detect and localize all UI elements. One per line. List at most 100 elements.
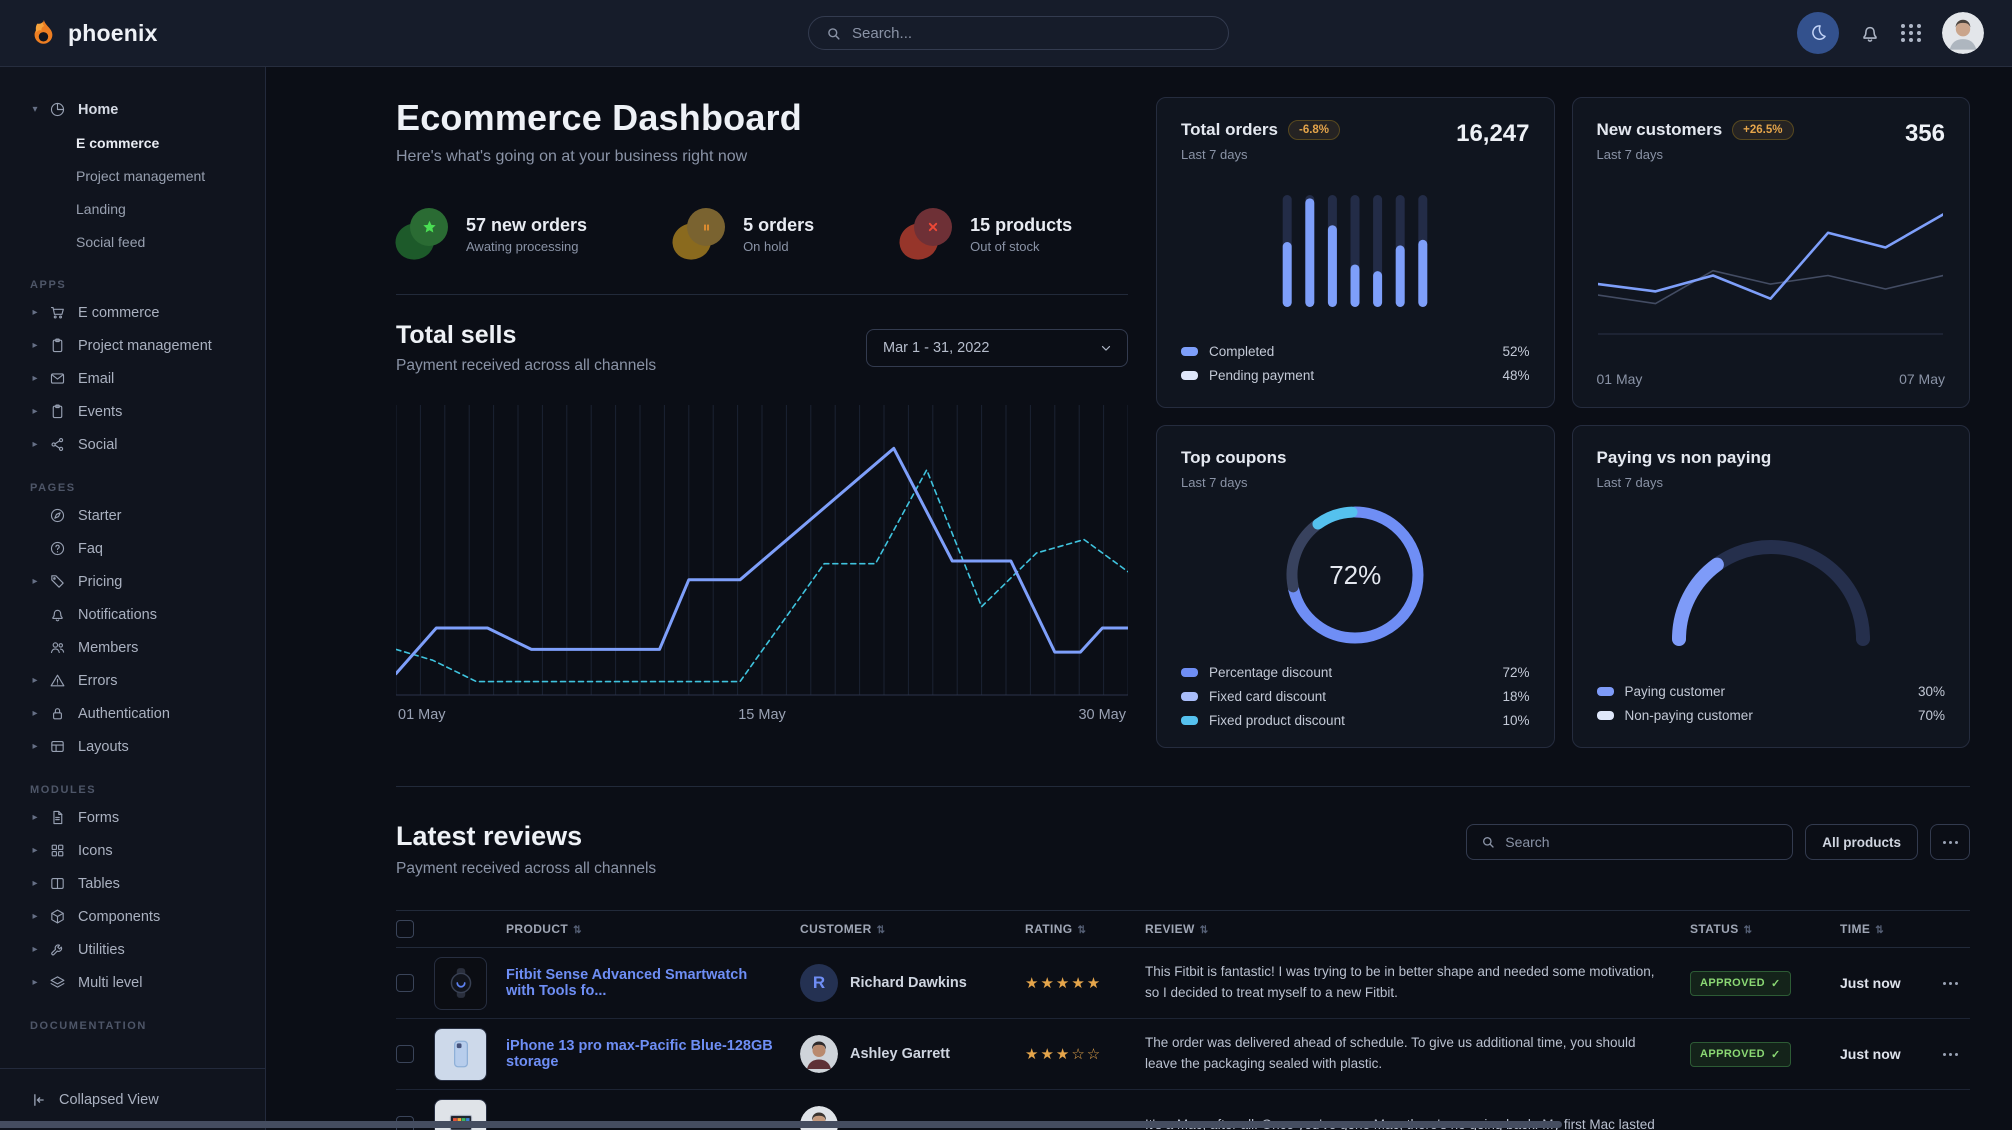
- row-checkbox[interactable]: [396, 974, 414, 992]
- sidebar-item-tables[interactable]: ▸ Tables: [30, 867, 265, 900]
- chevron-down-icon: [1099, 341, 1113, 355]
- product-link[interactable]: iPhone 13 pro max-Pacific Blue-128GB sto…: [506, 1038, 773, 1070]
- sidebar-item-label: Pricing: [78, 573, 123, 590]
- reviews-subtitle: Payment received across all channels: [396, 860, 657, 877]
- collapse-view-toggle[interactable]: Collapsed View: [0, 1068, 265, 1130]
- sidebar-item-forms[interactable]: ▸ Forms: [30, 801, 265, 834]
- brand-logo[interactable]: phoenix: [28, 18, 158, 48]
- column-time[interactable]: TIME ⇅: [1840, 922, 1885, 936]
- clipboard-icon: [49, 403, 69, 420]
- select-all-checkbox[interactable]: [396, 920, 414, 938]
- user-avatar[interactable]: [1942, 12, 1984, 54]
- sidebar-subitem-social-feed[interactable]: Social feed: [76, 233, 146, 250]
- all-products-button[interactable]: All products: [1805, 824, 1918, 860]
- table-row: iPhone 13 pro max-Pacific Blue-128GB sto…: [396, 1019, 1970, 1090]
- card-period: Last 7 days: [1181, 147, 1248, 162]
- sidebar-item-label: Forms: [78, 809, 120, 826]
- column-product[interactable]: PRODUCT ⇅: [506, 922, 582, 936]
- clipboard-icon: [49, 337, 69, 354]
- sidebar-subitem-landing[interactable]: Landing: [76, 200, 126, 217]
- total-sells-subtitle: Payment received across all channels: [396, 357, 657, 374]
- column-status[interactable]: STATUS ⇅: [1690, 922, 1753, 936]
- sidebar-item-errors[interactable]: ▸ Errors: [30, 664, 265, 697]
- horizontal-scrollbar[interactable]: [0, 1121, 1562, 1128]
- sidebar-item-e-commerce[interactable]: ▸ E commerce: [30, 296, 265, 329]
- stat-value: 5 orders: [743, 214, 815, 235]
- donut-center-label: 72%: [1329, 559, 1382, 590]
- sidebar-item-pricing[interactable]: ▸ Pricing: [30, 565, 265, 598]
- sidebar-item-home[interactable]: ▾ Home: [30, 93, 265, 126]
- rating-stars: ★★★★★: [1025, 975, 1103, 992]
- sidebar-item-label: Layouts: [78, 738, 129, 755]
- stat-icon-group: [895, 208, 956, 265]
- row-more-button[interactable]: [1942, 981, 1958, 985]
- sidebar-item-email[interactable]: ▸ Email: [30, 362, 265, 395]
- reviews-search-input[interactable]: [1505, 834, 1780, 850]
- envelope-icon: [49, 370, 69, 387]
- sidebar-item-project-management[interactable]: ▸ Project management: [30, 329, 265, 362]
- row-more-button[interactable]: [1942, 1052, 1958, 1056]
- order-stats-row: 57 new orders Awating processing 5 orders O…: [391, 208, 1128, 265]
- caret-right-icon: ▸: [32, 708, 38, 719]
- date-range-select[interactable]: Mar 1 - 31, 2022: [866, 329, 1128, 367]
- top-coupons-donut-chart: 72%: [1181, 490, 1530, 660]
- legend-swatch: [1596, 710, 1614, 720]
- legend-item: Non-paying customer 70%: [1596, 703, 1945, 727]
- stat-icon-group: [668, 208, 729, 265]
- page-title: Ecommerce Dashboard: [396, 97, 802, 138]
- sidebar-item-label: Authentication: [78, 705, 170, 722]
- sidebar-item-social[interactable]: ▸ Social: [30, 428, 265, 461]
- sidebar-subitem-e-commerce[interactable]: E commerce: [76, 134, 160, 151]
- reviews-search[interactable]: [1466, 824, 1794, 860]
- legend-label: Paying customer: [1624, 683, 1726, 699]
- row-checkbox[interactable]: [396, 1045, 414, 1063]
- sidebar-item-events[interactable]: ▸ Events: [30, 395, 265, 428]
- sidebar-item-multi-level[interactable]: ▸ Multi level: [30, 966, 265, 999]
- sidebar-item-layouts[interactable]: ▸ Layouts: [30, 730, 265, 763]
- legend-item: Completed 52%: [1181, 339, 1530, 363]
- customer-name: Richard Dawkins: [850, 975, 967, 991]
- sidebar-item-utilities[interactable]: ▸ Utilities: [30, 933, 265, 966]
- sidebar-item-starter[interactable]: Starter: [30, 499, 265, 532]
- legend-swatch: [1181, 370, 1198, 380]
- sidebar-item-members[interactable]: Members: [30, 631, 265, 664]
- sidebar-item-components[interactable]: ▸ Components: [30, 900, 265, 933]
- customer-cell: R Richard Dawkins: [800, 964, 1025, 1002]
- product-link[interactable]: Fitbit Sense Advanced Smartwatch with To…: [506, 967, 748, 999]
- moon-icon: [1808, 23, 1828, 43]
- card-period: Last 7 days: [1181, 475, 1248, 490]
- column-review[interactable]: REVIEW ⇅: [1145, 922, 1209, 936]
- notifications-button[interactable]: [1859, 22, 1881, 44]
- card-title: Top coupons: [1181, 448, 1287, 467]
- table-columns-icon: [49, 875, 69, 892]
- share-icon: [49, 436, 69, 453]
- theme-toggle-button[interactable]: [1797, 12, 1839, 54]
- file-text-icon: [49, 809, 69, 826]
- sidebar-item-icons[interactable]: ▸ Icons: [30, 834, 265, 867]
- paying-vs-non-paying-card: Paying vs non paying Last 7 days Paying …: [1571, 425, 1970, 748]
- card-title: New customers: [1596, 120, 1723, 139]
- sidebar-item-notifications[interactable]: Notifications: [30, 598, 265, 631]
- sidebar-item-authentication[interactable]: ▸ Authentication: [30, 697, 265, 730]
- sidebar-subitem-project-management[interactable]: Project management: [76, 167, 206, 184]
- customer-avatar: R: [800, 964, 838, 1002]
- customer-avatar: [800, 1035, 838, 1073]
- tag-icon: [49, 573, 69, 590]
- apps-grid-button[interactable]: [1901, 24, 1922, 42]
- navbar-search-input[interactable]: [852, 24, 1212, 42]
- legend-value: 70%: [1917, 707, 1945, 723]
- total-orders-card: Total orders -6.8% Last 7 days 16,247 Co…: [1156, 97, 1555, 408]
- sidebar-item-label: Email: [78, 370, 115, 387]
- review-text: The order was delivered ahead of schedul…: [1145, 1035, 1636, 1071]
- svg-text:15 May: 15 May: [738, 707, 786, 723]
- stat-out-of-stock: 15 products Out of stock: [895, 208, 1072, 265]
- legend-swatch: [1181, 691, 1198, 701]
- sidebar-item-faq[interactable]: Faq: [30, 532, 265, 565]
- column-rating[interactable]: RATING ⇅: [1025, 922, 1087, 936]
- status-label: APPROVED: [1700, 977, 1765, 989]
- navbar-search[interactable]: [808, 16, 1229, 50]
- more-options-button[interactable]: [1930, 824, 1970, 860]
- caret-down-icon: ▾: [32, 104, 38, 115]
- column-customer[interactable]: CUSTOMER ⇅: [800, 922, 886, 936]
- sidebar-item-label: Notifications: [78, 606, 157, 623]
